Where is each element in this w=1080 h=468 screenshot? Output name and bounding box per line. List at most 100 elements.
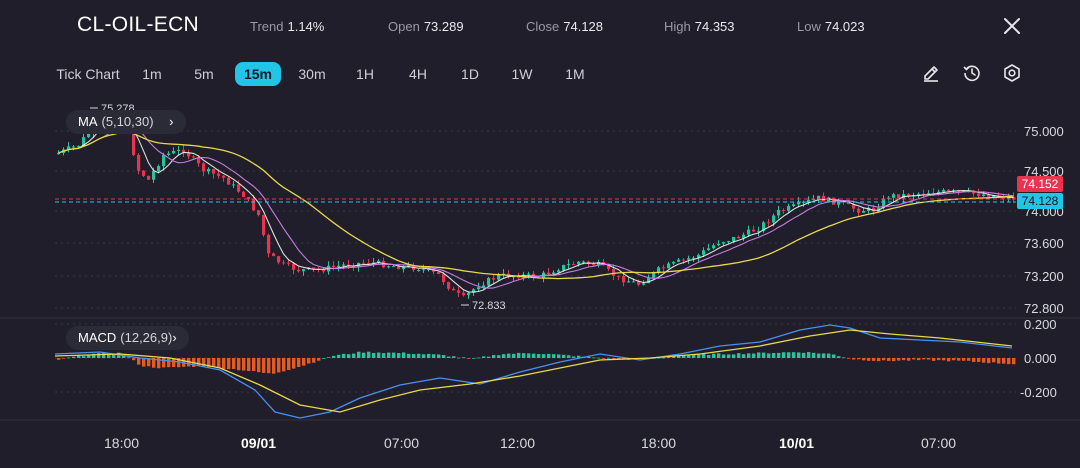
stat-low: Low 74.023 (797, 19, 865, 34)
ma-indicator-pill[interactable]: MA (5,10,30) › (66, 110, 186, 134)
macd-bar (527, 353, 531, 358)
macd-bar (487, 356, 491, 358)
candle-body (287, 262, 291, 264)
macd-bar (142, 358, 146, 367)
macd-bar (547, 353, 551, 358)
candle-body (337, 265, 341, 267)
candle-body (672, 261, 676, 264)
tab-1w[interactable]: 1W (511, 66, 533, 82)
macd-bar (922, 358, 926, 360)
candle-body (582, 261, 586, 263)
macd-bar (662, 357, 666, 359)
candle-body (642, 283, 646, 285)
candle-body (292, 263, 296, 270)
macd-bar (332, 355, 336, 358)
macd-bar (732, 354, 736, 358)
macd-bar (717, 353, 721, 358)
candle-body (342, 264, 346, 266)
candle-body (612, 269, 616, 276)
time-axis-label: 10/01 (779, 435, 815, 451)
macd-bar (492, 354, 496, 358)
tab-30m[interactable]: 30m (298, 66, 326, 82)
candle-body (387, 266, 391, 268)
candle-body (527, 273, 531, 275)
tab-15m[interactable]: 15m (235, 62, 281, 86)
tab-1d[interactable]: 1D (461, 66, 479, 82)
tab-1h[interactable]: 1H (356, 66, 374, 82)
macd-bar (207, 358, 211, 368)
macd-bar (867, 358, 871, 361)
candle-body (817, 195, 821, 200)
macd-bar (437, 354, 441, 358)
macd-bar (612, 358, 616, 359)
candle-body (982, 194, 986, 197)
macd-bar (937, 358, 941, 361)
candle-body (232, 184, 236, 186)
macd-lines (54, 324, 1013, 419)
price-axis-label: 73.200 (1024, 269, 1064, 284)
pencil-icon[interactable] (921, 63, 941, 83)
candle-body (172, 150, 176, 154)
macd-bar (927, 358, 931, 360)
candle-body (557, 270, 561, 273)
macd-bar (912, 358, 916, 360)
candle-body (247, 196, 251, 200)
macd-bar (217, 358, 221, 368)
macd-bar (157, 358, 161, 369)
macd-bar (562, 354, 566, 358)
candle-body (822, 195, 826, 202)
macd-bar (112, 353, 116, 358)
candle-body (492, 278, 496, 280)
candle-body (807, 199, 811, 202)
tab-tick-chart[interactable]: Tick Chart (56, 66, 120, 82)
macd-bar (817, 353, 821, 358)
tab-1m[interactable]: 1m (142, 66, 162, 82)
candle-body (212, 169, 216, 174)
candle-body (417, 269, 421, 271)
candle-body (497, 274, 501, 280)
candle-body (1012, 196, 1016, 200)
macd-bar (132, 358, 136, 361)
clock-rewind-icon[interactable] (962, 63, 982, 83)
macd-bar (222, 358, 226, 369)
macd-bar (227, 358, 231, 370)
candle-body (187, 152, 191, 157)
candle-body (407, 265, 411, 267)
candle-body (1002, 197, 1006, 199)
macd-bar (242, 358, 246, 371)
close-icon[interactable] (1001, 15, 1023, 37)
candle-body (697, 254, 701, 258)
macd-bar (722, 354, 726, 358)
macd-bar (312, 358, 316, 363)
chevron-right-icon: › (169, 114, 174, 129)
ma10-line (58, 123, 1014, 289)
macd-bar (872, 358, 876, 361)
candle-body (252, 199, 256, 211)
tab-5m[interactable]: 5m (194, 66, 214, 82)
candlesticks (57, 115, 1016, 299)
candle-body (322, 269, 326, 272)
macd-bar (322, 357, 326, 359)
macd-bar (372, 352, 376, 358)
macd-bar (457, 357, 461, 359)
macd-bar (522, 353, 526, 358)
macd-bar (357, 351, 361, 358)
macd-axis-label: 0.200 (1024, 317, 1057, 332)
macd-bar (742, 354, 746, 358)
macd-bar (667, 356, 671, 358)
tab-1mo[interactable]: 1M (565, 66, 585, 82)
candle-body (667, 263, 671, 269)
candle-body (182, 149, 186, 153)
macd-bar (77, 355, 81, 358)
macd-bar (82, 356, 86, 358)
tab-4h[interactable]: 4H (409, 66, 427, 82)
macd-indicator-pill[interactable]: MACD (12,26,9)› (66, 326, 189, 350)
macd-bar (387, 352, 391, 358)
candle-body (752, 229, 756, 232)
settings-icon[interactable] (1002, 63, 1022, 83)
macd-bar (137, 358, 141, 365)
macd-bar (587, 356, 591, 358)
macd-bar (752, 353, 756, 358)
macd-bar (997, 358, 1001, 364)
